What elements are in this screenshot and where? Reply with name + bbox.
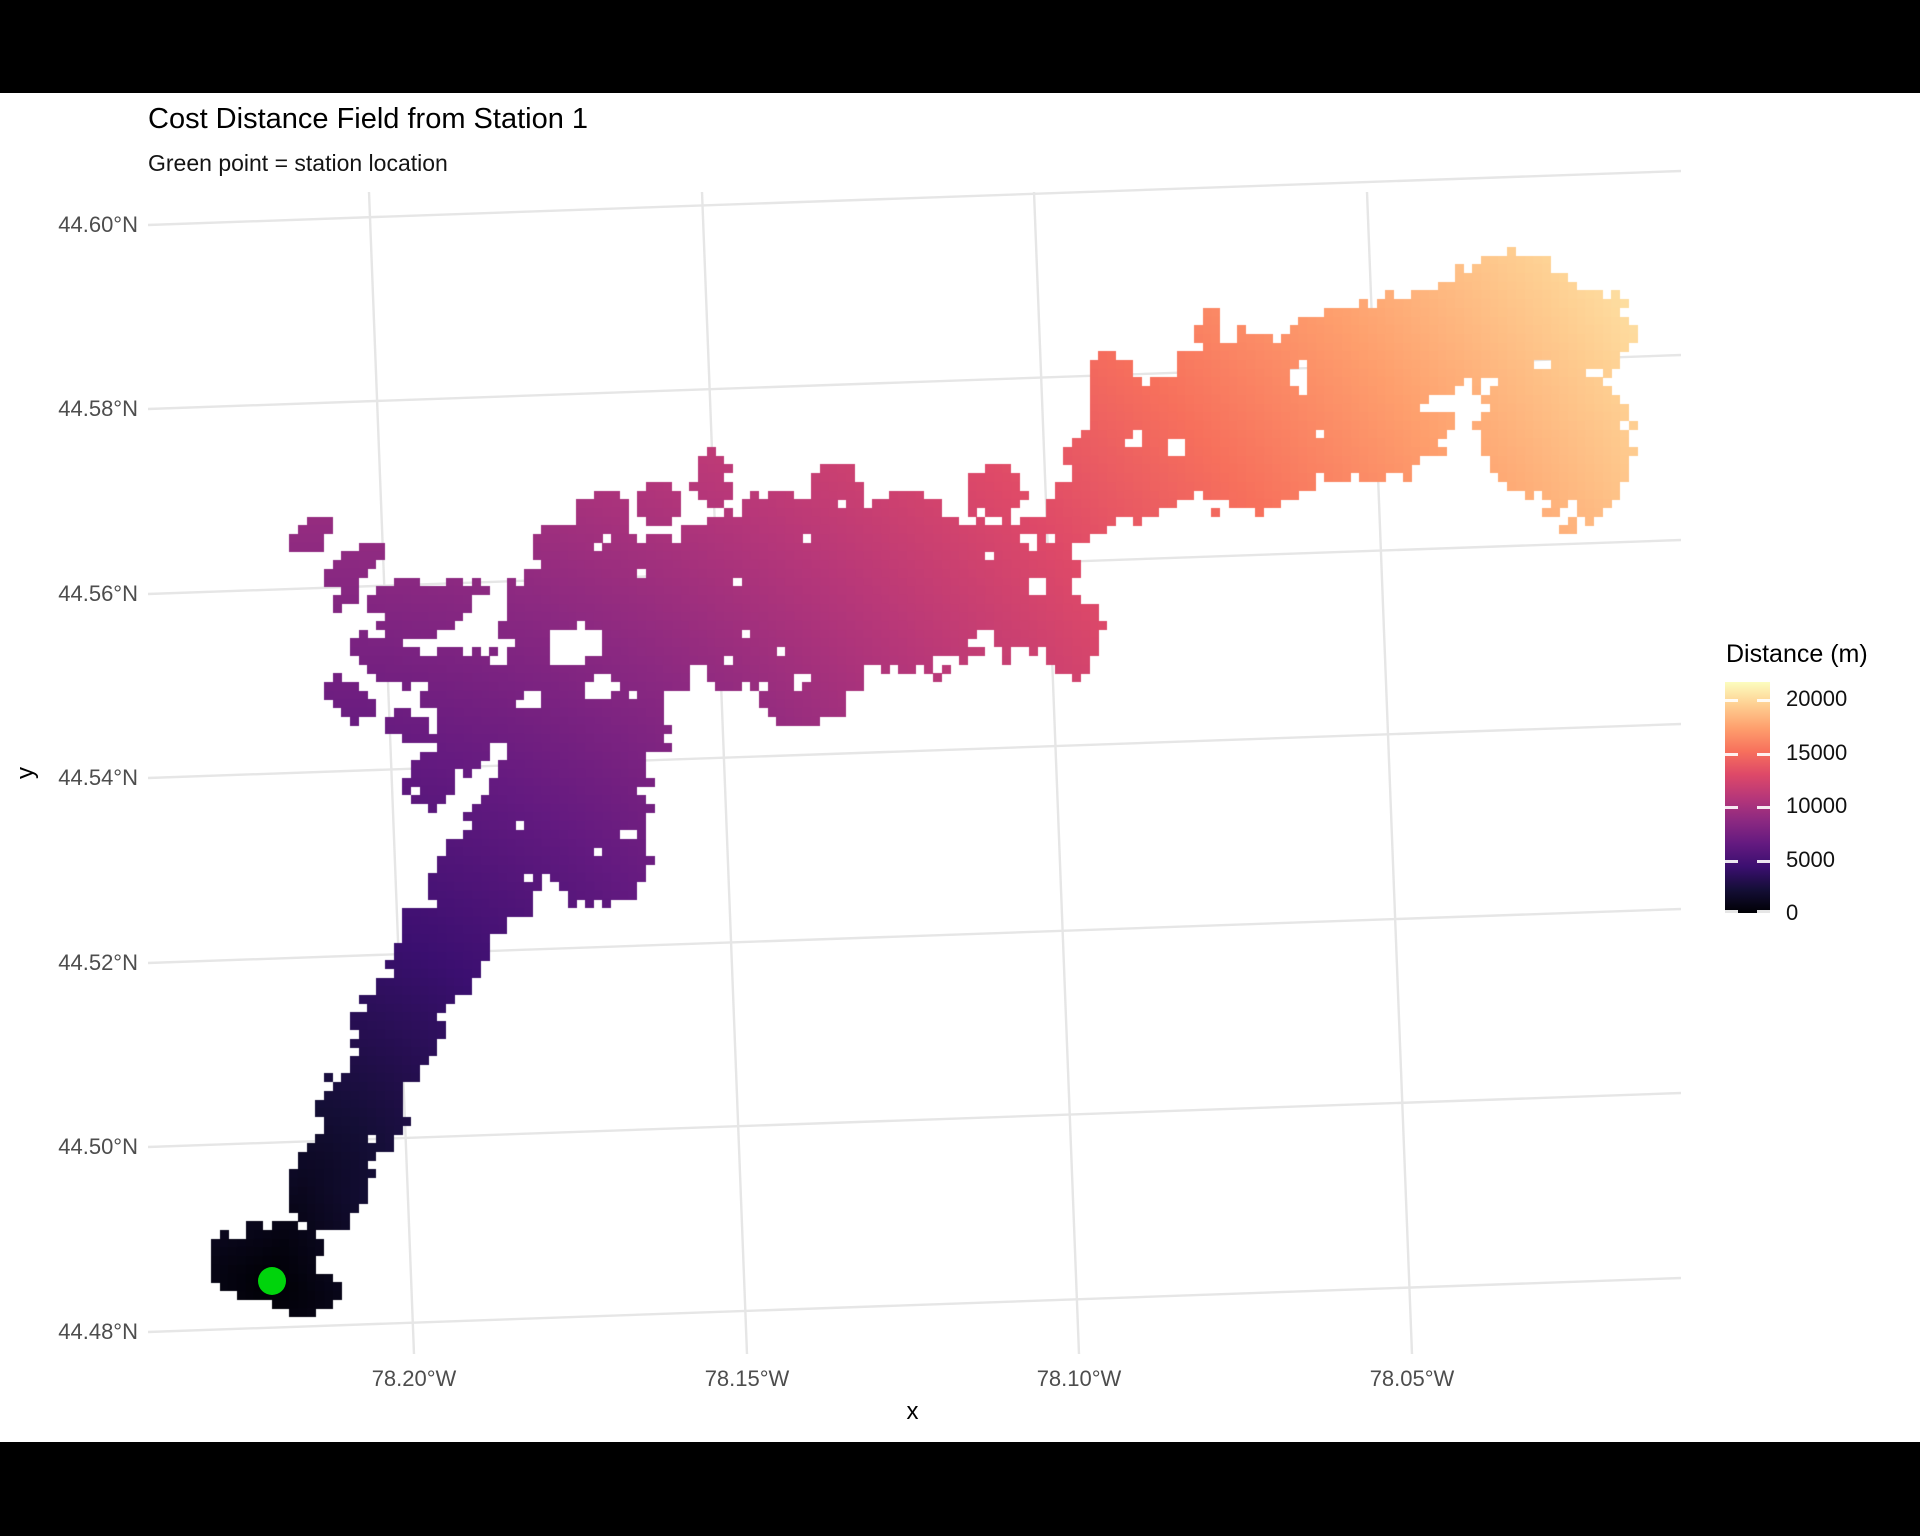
station-point (258, 1267, 286, 1295)
legend-tick-label: 0 (1786, 900, 1799, 925)
legend-tick-mark (1757, 806, 1770, 810)
legend-tick-mark (1725, 806, 1738, 810)
legend-tick-label: 20000 (1786, 686, 1848, 712)
legend-tick-mark (1725, 910, 1738, 913)
legend-tick-mark (1725, 699, 1738, 703)
y-axis-title: y (12, 767, 39, 779)
y-tick-label: 44.52°N (58, 950, 138, 975)
legend-tick-label: 15000 (1786, 739, 1848, 765)
y-tick-label: 44.48°N (58, 1319, 138, 1344)
y-tick-label: 44.54°N (58, 765, 138, 790)
legend-tick-mark (1757, 699, 1770, 703)
x-axis-title: x (906, 1398, 919, 1425)
legend-tick-mark (1757, 752, 1770, 756)
legend-tick-mark (1725, 752, 1738, 756)
x-tick-label: 78.20°W (371, 1366, 457, 1391)
legend-tick-mark (1757, 859, 1770, 863)
x-tick-label: 78.05°W (1369, 1366, 1455, 1391)
legend-colorbar (1725, 682, 1770, 913)
y-tick-label: 44.60°N (58, 212, 138, 237)
legend-title: Distance (m) (1726, 640, 1868, 668)
x-tick-label: 78.10°W (1036, 1366, 1122, 1391)
legend-tick-mark (1757, 910, 1770, 913)
y-tick-label: 44.56°N (58, 581, 138, 606)
x-tick-label: 78.15°W (704, 1366, 790, 1391)
legend-tick-label: 5000 (1786, 846, 1835, 872)
y-tick-label: 44.50°N (58, 1134, 138, 1159)
y-tick-label: 44.58°N (58, 396, 138, 421)
legend-tick-mark (1725, 859, 1738, 863)
legend-tick-label: 10000 (1786, 793, 1848, 819)
